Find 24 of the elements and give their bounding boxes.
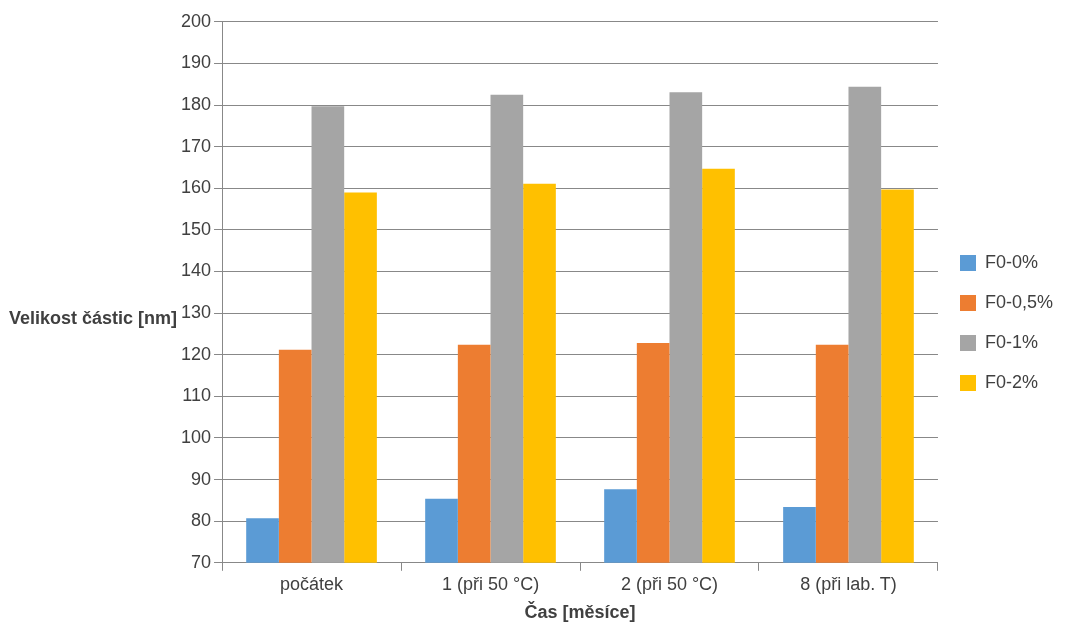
y-tick-label: 110 xyxy=(182,385,212,406)
y-tick-label: 140 xyxy=(180,260,212,281)
y-tick-label: 160 xyxy=(180,177,212,198)
x-tick-label: 8 (při lab. T) xyxy=(800,573,897,594)
x-tick-label: 1 (při 50 °C) xyxy=(441,573,540,594)
y-tick-label: 200 xyxy=(180,10,212,31)
x-tick-label: 2 (při 50 °C) xyxy=(620,573,719,594)
y-tick-label: 70 xyxy=(191,551,212,572)
y-tick-label: 100 xyxy=(180,426,212,447)
legend-label: F0-0,5% xyxy=(984,291,1053,312)
y-tick-label: 170 xyxy=(180,135,212,156)
y-tick-label: 130 xyxy=(180,302,212,323)
x-tick-label: počátek xyxy=(280,573,345,594)
y-axis-title: Velikost částic [nm] xyxy=(8,307,178,329)
x-axis-title: Čas [měsíce] xyxy=(524,601,636,623)
y-tick-label: 150 xyxy=(180,218,212,239)
y-tick-label: 120 xyxy=(180,343,212,364)
y-tick-label: 90 xyxy=(191,468,212,489)
y-tick-label: 190 xyxy=(180,52,212,73)
y-tick-label: 80 xyxy=(191,510,212,531)
legend-label: F0-0% xyxy=(984,251,1038,272)
legend-label: F0-1% xyxy=(984,331,1038,352)
y-tick-label: 180 xyxy=(180,94,212,114)
legend-label: F0-2% xyxy=(984,371,1038,392)
